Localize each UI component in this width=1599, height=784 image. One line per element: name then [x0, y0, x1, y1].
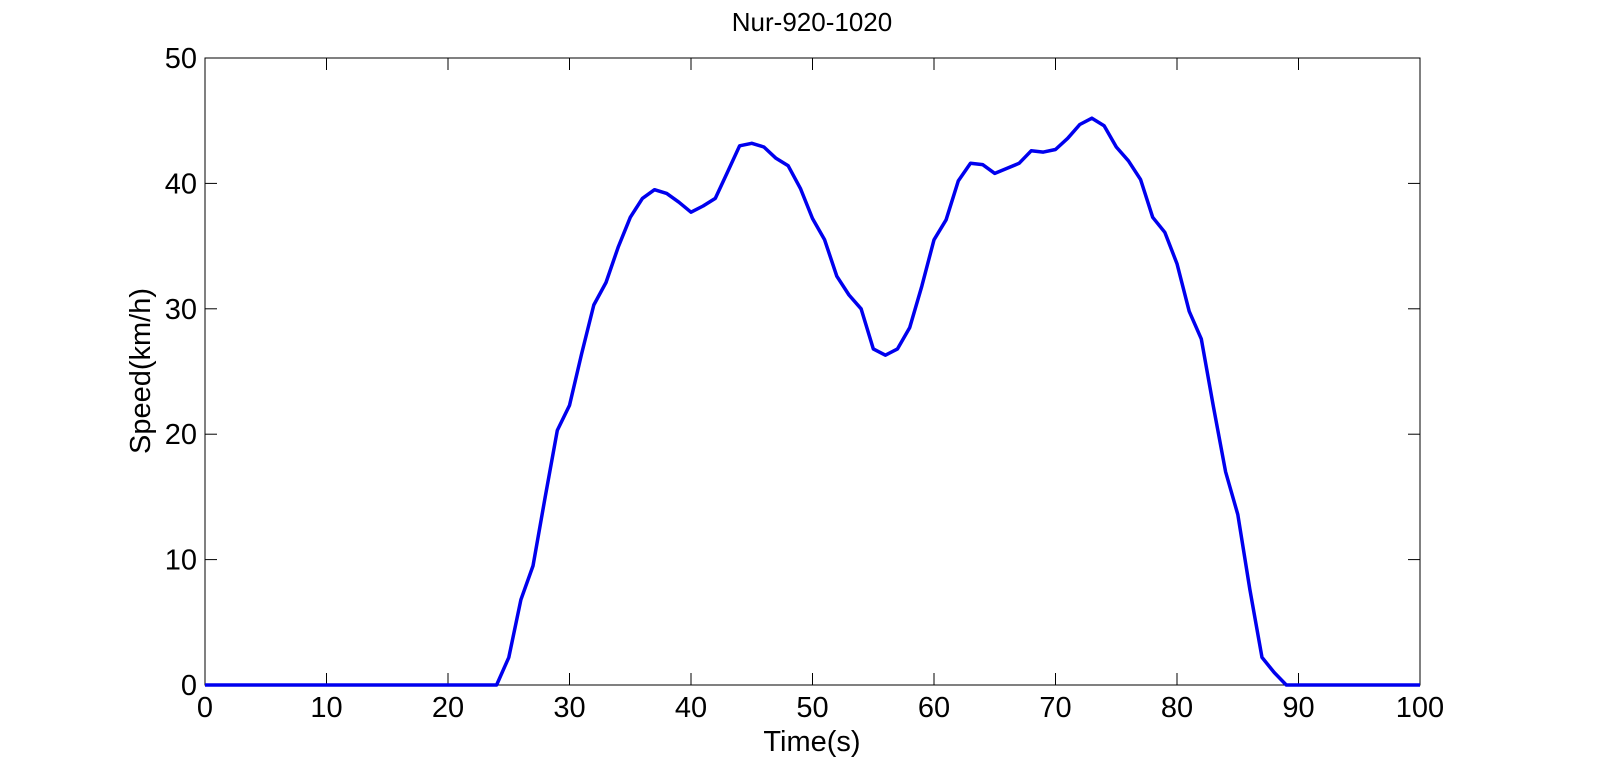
- x-tick-label: 50: [796, 692, 828, 724]
- x-tick-label: 30: [553, 692, 585, 724]
- chart-title: Nur-920-1020: [732, 7, 892, 37]
- x-tick-labels: 0 10 20 30 40 50 60 70 80 90 100: [197, 692, 1444, 724]
- x-axis-label: Time(s): [763, 726, 860, 758]
- x-tick-label: 80: [1161, 692, 1193, 724]
- plot-area: [204, 57, 1421, 686]
- x-tick-label: 40: [675, 692, 707, 724]
- x-tick-label: 60: [918, 692, 950, 724]
- x-tick-label: 10: [310, 692, 342, 724]
- y-tick-label: 50: [165, 43, 197, 75]
- y-tick-label: 30: [165, 294, 197, 326]
- x-tick-label: 90: [1282, 692, 1314, 724]
- y-tick-label: 10: [165, 545, 197, 577]
- x-tick-label: 100: [1396, 692, 1444, 724]
- y-tick-label: 20: [165, 419, 197, 451]
- y-axis-label: Speed(km/h): [125, 288, 157, 454]
- x-tick-label: 0: [197, 692, 213, 724]
- y-tick-label: 0: [181, 670, 197, 702]
- x-tick-label: 70: [1039, 692, 1071, 724]
- y-tick-label: 40: [165, 168, 197, 200]
- x-tick-label: 20: [432, 692, 464, 724]
- series-line: [205, 116, 1420, 687]
- y-tick-labels: 0 10 20 30 40 50: [165, 43, 197, 702]
